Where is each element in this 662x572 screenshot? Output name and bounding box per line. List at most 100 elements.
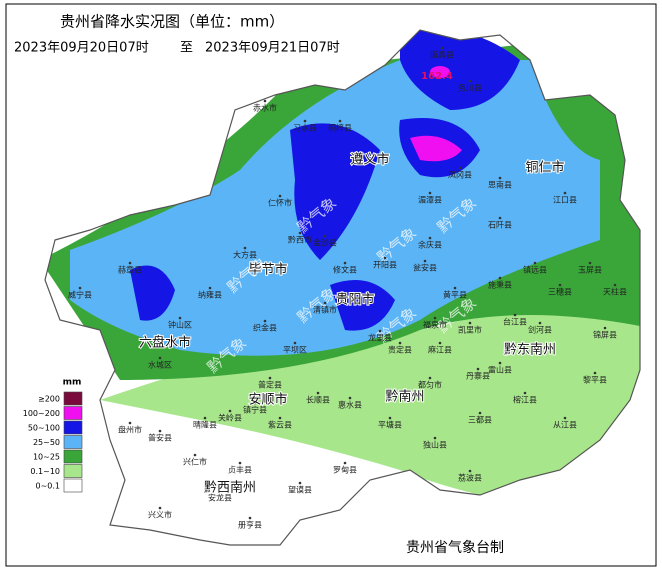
county-label: 紫云县 [268,421,292,430]
county-dot [158,506,162,510]
region-label: 黔南州 [385,389,424,405]
county-dot [298,481,302,485]
county-dot [468,79,472,83]
county-label: 普安县 [148,433,172,443]
region-label: 遵义市 [350,152,389,168]
county-label: 贵定县 [388,345,412,355]
county-label: 册亨县 [238,520,262,530]
county-dot [388,416,392,420]
county-dot [458,166,462,170]
county-label: 龙里县 [368,333,392,343]
county-dot [468,469,472,473]
map-title: 贵州省降水实况图（单位：mm） [60,13,284,31]
end-time: 2023年09月21日07时 [205,41,340,56]
county-label: 水城区 [148,360,172,370]
county-dot [348,396,352,400]
county-label: 盘州市 [118,425,142,435]
county-label: 独山县 [423,440,447,450]
county-dot [378,329,382,333]
county-dot [293,341,297,345]
county-dot [303,119,307,123]
county-label: 石阡县 [488,221,512,230]
county-dot [243,246,247,250]
county-dot [128,261,132,265]
county-dot [433,316,437,320]
county-dot [316,391,320,395]
county-dot [78,286,82,290]
county-dot [558,283,562,287]
county-label: 修文县 [333,265,357,275]
county-dot [203,416,207,420]
county-label: 黄平县 [443,290,467,300]
county-dot [498,216,502,220]
region-label: 六盘水市 [139,335,191,351]
county-dot [428,236,432,240]
region-label: 黔东南州 [504,342,556,358]
legend-label: 0.1~10 [30,467,60,476]
county-label: 麻江县 [428,345,452,355]
legend-label: 100~200 [23,409,60,418]
legend-swatch [63,478,83,493]
county-dot [423,259,427,263]
county-dot [253,401,257,405]
county-label: 开阳县 [373,261,397,270]
county-label: 镇宁县 [243,405,267,415]
county-label: 黎平县 [583,375,607,385]
legend-unit: mm [63,378,82,388]
region-label: 安顺市 [248,392,287,408]
county-dot [383,256,387,260]
county-dot [498,361,502,365]
county-dot [513,313,517,317]
county-label: 雷山县 [488,365,512,375]
county-label: 镇远县 [523,265,547,275]
county-label: 兴仁市 [183,457,207,467]
county-dot [563,416,567,420]
legend-swatch [63,420,83,435]
legend-swatch [63,449,83,464]
county-label: 贞丰县 [228,465,252,475]
county-label: 玉屏县 [578,266,602,275]
county-label: 兴义市 [148,510,172,520]
county-label: 普定县 [258,380,282,390]
county-dot [438,341,442,345]
county-label: 清镇市 [313,305,337,315]
county-label: 务川县 [458,83,482,93]
county-label: 剑河县 [528,325,552,335]
county-label: 丹寨县 [466,371,490,381]
county-dot [158,356,162,360]
county-label: 威宁县 [68,290,92,300]
county-label: 三都县 [468,416,492,425]
county-dot [468,321,472,325]
county-label: 关岭县 [218,413,242,423]
county-label: 施秉县 [488,280,512,290]
county-label: 凤冈县 [448,171,472,180]
legend-swatch [63,464,83,478]
county-label: 福泉市 [423,320,447,330]
county-dot [478,411,482,415]
county-label: 安龙县 [208,493,232,503]
county-label: 罗甸县 [333,465,357,475]
region-label: 铜仁市 [525,160,564,176]
county-dot [453,286,457,290]
county-dot [263,99,267,103]
county-dot [278,416,282,420]
county-dot [178,316,182,320]
region-label: 毕节市 [248,262,287,278]
legend-label: 0~0.1 [35,482,60,491]
county-label: 赫章县 [118,265,142,275]
county-dot [428,191,432,195]
county-dot [428,376,432,380]
legend-swatch [63,391,83,406]
county-label: 榕江县 [513,395,537,405]
county-label: 锦屏县 [593,330,617,340]
county-dot [323,301,327,305]
county-label: 金沙县 [313,238,337,248]
county-label: 都匀市 [418,380,442,390]
county-label: 天柱县 [603,287,627,297]
county-label: 湄潭县 [418,196,442,205]
county-dot [476,367,480,371]
county-dot [440,46,444,50]
county-dot [538,321,542,325]
county-label: 江口县 [553,196,577,205]
